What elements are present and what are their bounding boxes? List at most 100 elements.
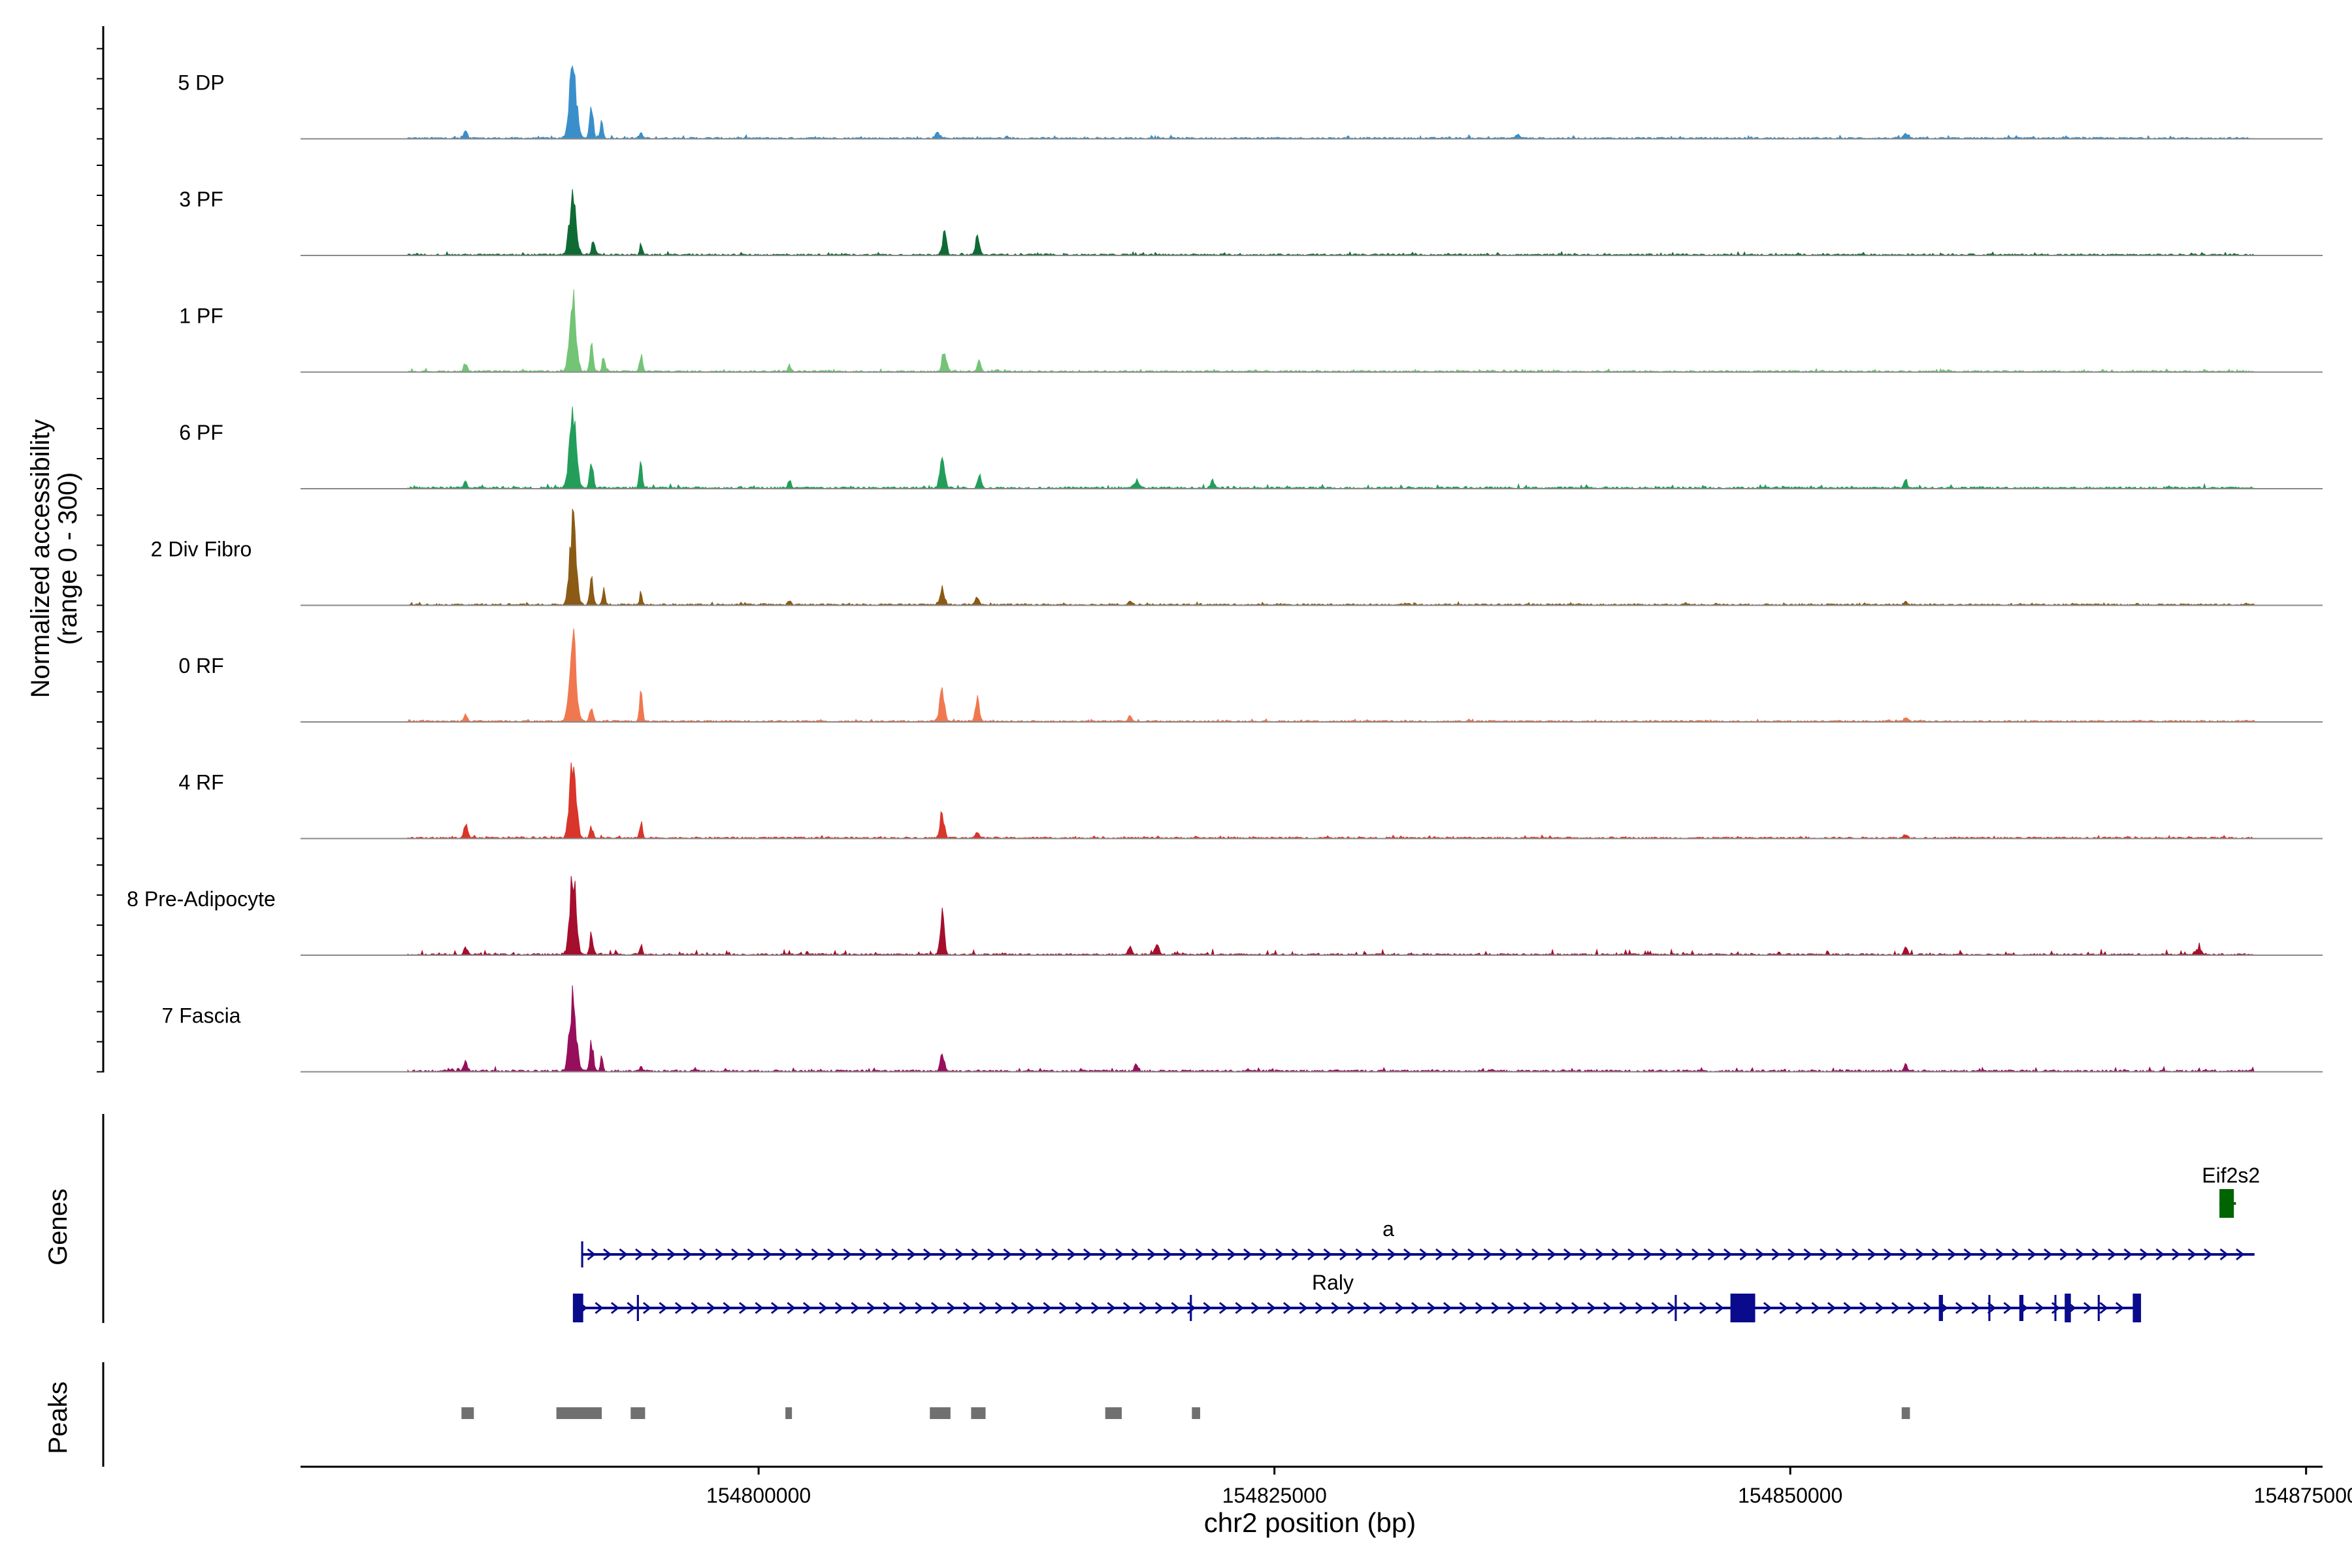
strand-chevron (1371, 1248, 1380, 1261)
strand-chevron (1843, 1301, 1852, 1315)
strand-chevron (683, 1248, 692, 1261)
strand-chevron (1980, 1248, 1989, 1261)
accessibility-axis: Normalized accessibility (range 0 - 300) (26, 26, 105, 1073)
strand-chevron (595, 1301, 604, 1315)
strand-chevron (1115, 1248, 1124, 1261)
strand-chevron (1291, 1248, 1300, 1261)
strand-chevron (1147, 1248, 1156, 1261)
coverage-tracks: 5 DP 3 PF 1 PF 6 PF 2 Div Fibro 0 RF 4 RF 8 Pre… (127, 65, 2323, 1073)
exon (636, 1295, 639, 1321)
strand-chevron (811, 1248, 820, 1261)
strand-chevron (1395, 1301, 1404, 1315)
coverage-area (407, 628, 2255, 723)
strand-chevron (2099, 1301, 2108, 1315)
strand-chevron (723, 1301, 732, 1315)
strand-chevron (1547, 1248, 1556, 1261)
peak-region (971, 1407, 986, 1419)
strand-chevron (2083, 1301, 2093, 1315)
exon (2132, 1294, 2142, 1322)
strand-chevron (923, 1248, 932, 1261)
peak-region (630, 1407, 645, 1419)
strand-chevron (1579, 1248, 1588, 1261)
strand-chevron (1891, 1301, 1901, 1315)
strand-chevron (1539, 1301, 1548, 1315)
peak-region (785, 1407, 792, 1419)
coverage-area (407, 65, 2255, 140)
strand-chevron (1282, 1301, 1292, 1315)
strand-chevron (1948, 1248, 1957, 1261)
gene-a: a (581, 1217, 2255, 1267)
strand-chevron (915, 1301, 924, 1315)
strand-chevron (827, 1248, 836, 1261)
strand-chevron (1339, 1248, 1348, 1261)
strand-chevron (1043, 1301, 1052, 1315)
strand-chevron (1916, 1248, 1925, 1261)
strand-chevron (1250, 1301, 1260, 1315)
coverage-area (407, 875, 2256, 956)
strand-chevron (2035, 1301, 2044, 1315)
strand-chevron (1763, 1301, 1772, 1315)
exon (2065, 1294, 2071, 1322)
strand-chevron (1595, 1248, 1605, 1261)
strand-chevron (1531, 1248, 1541, 1261)
strand-chevron (1211, 1248, 1220, 1261)
strand-chevron (2076, 1248, 2085, 1261)
strand-chevron (1443, 1301, 1452, 1315)
strand-chevron (1003, 1248, 1012, 1261)
strand-chevron (1995, 1248, 2004, 1261)
strand-chevron (1026, 1301, 1036, 1315)
strand-chevron (642, 1301, 652, 1315)
strand-chevron (1355, 1248, 1364, 1261)
strand-chevron (2059, 1248, 2068, 1261)
strand-chevron (979, 1301, 988, 1315)
strand-chevron (674, 1301, 684, 1315)
strand-chevron (1675, 1248, 1684, 1261)
strand-chevron (2044, 1248, 2053, 1261)
strand-chevron (1227, 1248, 1236, 1261)
strand-chevron (1699, 1301, 1708, 1315)
coverage-area (407, 289, 2255, 373)
strand-chevron (1154, 1301, 1164, 1315)
strand-chevron (1931, 1248, 1940, 1261)
strand-chevron (1315, 1301, 1324, 1315)
coverage-area (407, 189, 2255, 257)
strand-chevron (891, 1248, 900, 1261)
gene-label: Eif2s2 (2202, 1164, 2260, 1187)
strand-chevron (787, 1301, 796, 1315)
strand-chevron (1739, 1248, 1748, 1261)
strand-chevron (1171, 1301, 1180, 1315)
x-axis: chr2 position (bp) 154800000 154825000 154… (301, 1465, 2352, 1538)
strand-chevron (1475, 1301, 1484, 1315)
strand-chevron (1451, 1248, 1460, 1261)
strand-chevron (1555, 1301, 1564, 1315)
peak-region (1192, 1407, 1200, 1419)
track-label: 4 RF (178, 771, 223, 794)
track-4-rf: 4 RF (178, 762, 2323, 840)
strand-chevron (1571, 1301, 1580, 1315)
strand-chevron (1051, 1248, 1060, 1261)
strand-chevron (907, 1248, 916, 1261)
strand-chevron (875, 1248, 884, 1261)
strand-chevron (2172, 1248, 2181, 1261)
strand-chevron (1635, 1301, 1644, 1315)
strand-chevron (843, 1248, 852, 1261)
gene-label: a (1382, 1217, 1394, 1241)
strand-chevron (627, 1301, 636, 1315)
strand-chevron (1363, 1301, 1372, 1315)
strand-chevron (1643, 1248, 1652, 1261)
strand-chevron (1627, 1248, 1637, 1261)
strand-chevron (1163, 1248, 1172, 1261)
strand-chevron (1131, 1248, 1140, 1261)
strand-chevron (1347, 1301, 1356, 1315)
track-3-pf: 3 PF (179, 188, 2323, 257)
strand-chevron (1563, 1248, 1573, 1261)
strand-chevron (1859, 1301, 1869, 1315)
track-label: 3 PF (179, 188, 223, 211)
strand-chevron (1651, 1301, 1660, 1315)
strand-chevron (1875, 1301, 1884, 1315)
strand-chevron (962, 1301, 972, 1315)
strand-chevron (691, 1301, 700, 1315)
exon (1730, 1294, 1756, 1322)
strand-chevron (859, 1248, 868, 1261)
strand-chevron (1803, 1248, 1812, 1261)
